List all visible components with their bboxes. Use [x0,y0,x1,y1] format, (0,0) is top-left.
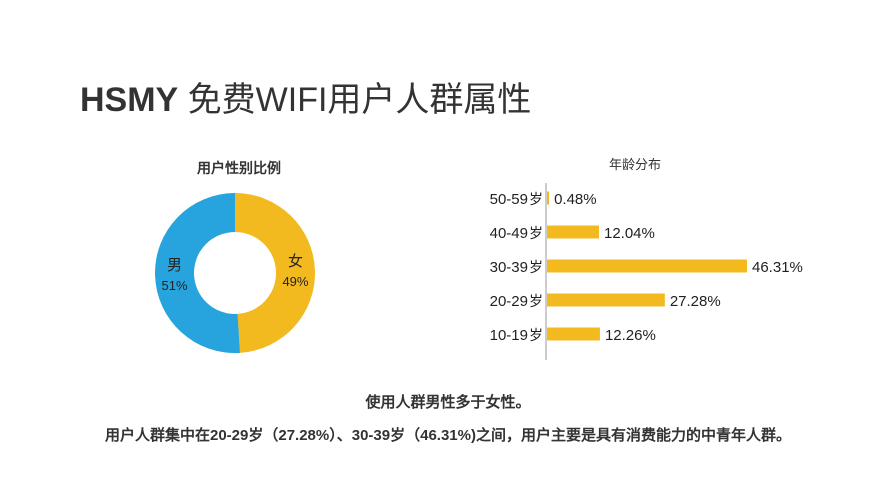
bar-category-label-0: 50-59 [490,191,528,208]
bar-category-unit-1: 岁 [529,225,543,241]
bar-2 [547,259,747,273]
page-title: HSMY 免费WIFI用户人群属性 [80,72,531,121]
page-title-text: 免费WIFI用户人群属性 [178,81,532,119]
donut-slice-label-0: 49% [282,274,308,289]
donut-title: 用户性别比例 [197,160,281,176]
bar-category-label-3: 20-29 [490,293,528,310]
bar-value-label-0: 0.48% [554,191,597,208]
bar-category-unit-0: 岁 [529,191,543,207]
bar-0 [547,191,550,205]
donut-slice-name-0: 女 [288,252,303,270]
bar-4 [547,327,600,341]
bar-value-label-4: 12.26% [605,327,656,344]
bar-category-label-1: 40-49 [490,225,528,242]
bar-value-label-3: 27.28% [670,293,721,310]
bar-category-unit-2: 岁 [529,259,543,275]
bar-category-unit-3: 岁 [529,293,543,309]
page-title-brand: HSMY [80,81,179,119]
donut-slice-1 [154,193,241,353]
donut-slice-label-1: 51% [162,278,188,293]
bar-category-label-4: 10-19 [490,327,528,344]
bar-value-label-2: 46.31% [752,259,803,276]
summary-age: 用户人群集中在20-29岁（27.28%）、30-39岁（46.31%)之间，用… [105,427,791,444]
bar-value-label-1: 12.04% [604,225,655,242]
bar-category-unit-4: 岁 [529,327,543,343]
bar-3 [547,293,665,307]
bar-1 [547,225,599,239]
donut-slice-name-1: 男 [167,257,182,274]
donut-slice-0 [235,193,315,353]
age-bar-chart: 年龄分布 50-59 岁 0.48% 40-49 岁 12.04% 30-39 岁 46.31% 2… [440,150,840,365]
bar-chart-title: 年龄分布 [609,157,661,172]
gender-donut-chart: 用户性别比例女 49% 男 51% [140,150,340,365]
bar-category-label-2: 30-39 [490,259,528,276]
summary-gender: 使用人群男性多于女性。 [365,394,531,411]
